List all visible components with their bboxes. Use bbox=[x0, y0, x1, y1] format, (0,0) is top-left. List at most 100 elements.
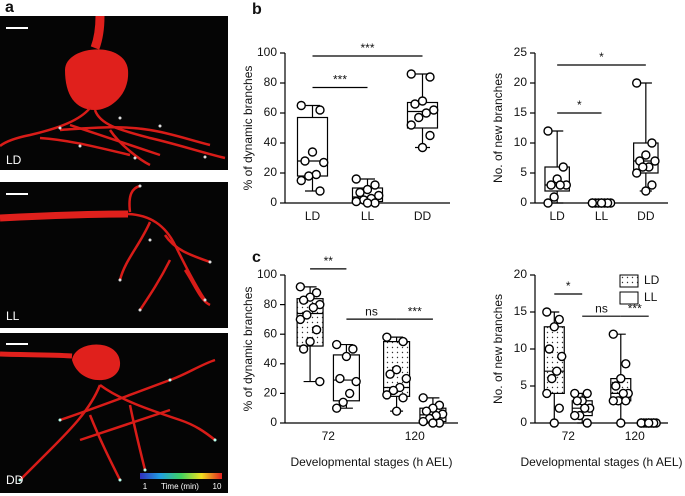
y-axis-label: No. of new branches bbox=[491, 73, 505, 183]
data-point bbox=[331, 339, 342, 350]
x-tick-label: LD bbox=[549, 209, 565, 223]
panel-label: c bbox=[252, 249, 261, 266]
data-point bbox=[549, 322, 559, 332]
y-tick-label: 15 bbox=[514, 304, 528, 318]
data-point bbox=[351, 376, 361, 387]
data-point bbox=[638, 162, 648, 172]
data-point bbox=[385, 369, 395, 379]
data-point bbox=[608, 396, 619, 406]
data-point bbox=[295, 314, 306, 325]
data-point bbox=[587, 198, 598, 208]
data-point bbox=[315, 105, 325, 115]
whisker bbox=[639, 82, 652, 143]
data-point bbox=[596, 198, 607, 208]
image-label: LL bbox=[6, 309, 20, 323]
data-point bbox=[296, 175, 306, 186]
y-tick-label: 100 bbox=[257, 267, 277, 281]
significance-label: * bbox=[577, 98, 582, 112]
data-point bbox=[621, 396, 631, 406]
data-point bbox=[650, 156, 660, 166]
data-point bbox=[302, 310, 312, 320]
data-point bbox=[311, 325, 322, 335]
significance-label: *** bbox=[628, 301, 642, 315]
data-point bbox=[429, 105, 439, 115]
data-point bbox=[406, 69, 416, 79]
y-tick-label: 15 bbox=[514, 105, 528, 119]
panel-label: a bbox=[5, 0, 14, 16]
data-point bbox=[425, 72, 435, 82]
y-tick-label: 5 bbox=[520, 378, 527, 392]
data-point bbox=[351, 196, 361, 207]
image-label: LD bbox=[6, 153, 22, 167]
micrograph: LD bbox=[0, 15, 228, 170]
data-point bbox=[382, 390, 392, 400]
data-point bbox=[338, 397, 348, 407]
colorbar bbox=[140, 473, 222, 479]
x-tick-label: 120 bbox=[405, 429, 425, 443]
data-point bbox=[304, 171, 314, 181]
colorbar-tick-label: 10 bbox=[213, 482, 222, 491]
y-tick-label: 0 bbox=[520, 415, 527, 429]
data-point bbox=[311, 288, 322, 298]
legend-label: LD bbox=[644, 273, 660, 287]
colorbar-tick-label: 1 bbox=[143, 482, 148, 491]
y-tick-label: 0 bbox=[270, 415, 277, 429]
y-tick-label: 60 bbox=[264, 326, 278, 340]
data-point bbox=[374, 190, 384, 201]
data-point bbox=[335, 373, 345, 384]
x-axis-label: Developmental stages (h AEL) bbox=[520, 455, 682, 469]
y-tick-label: 80 bbox=[264, 75, 278, 89]
data-point bbox=[391, 406, 402, 416]
whisker bbox=[615, 333, 626, 379]
data-point bbox=[554, 403, 564, 413]
box bbox=[296, 116, 329, 177]
data-point bbox=[341, 351, 352, 362]
data-point bbox=[555, 180, 565, 190]
data-point bbox=[552, 366, 562, 376]
y-tick-label: 10 bbox=[514, 135, 528, 149]
data-point bbox=[644, 418, 654, 428]
significance-label: * bbox=[566, 279, 571, 293]
data-point bbox=[641, 186, 651, 196]
data-point bbox=[582, 388, 592, 399]
data-point bbox=[300, 156, 310, 166]
data-point bbox=[582, 418, 592, 428]
data-point bbox=[391, 365, 402, 375]
data-point bbox=[406, 120, 416, 130]
data-point bbox=[647, 180, 657, 190]
y-tick-label: 10 bbox=[514, 341, 528, 355]
data-point bbox=[418, 393, 428, 403]
data-point bbox=[331, 403, 342, 413]
data-point bbox=[641, 150, 651, 160]
data-point bbox=[417, 96, 428, 106]
y-tick-label: 40 bbox=[264, 356, 278, 370]
data-point bbox=[296, 100, 306, 111]
data-point bbox=[315, 376, 325, 387]
y-tick-label: 40 bbox=[264, 135, 278, 149]
legend-swatch bbox=[619, 274, 639, 288]
data-point bbox=[543, 198, 553, 208]
significance-label: ** bbox=[324, 254, 334, 268]
y-axis-label: No. of new branches bbox=[491, 294, 505, 404]
data-point bbox=[382, 332, 392, 342]
data-point bbox=[425, 130, 435, 141]
data-point bbox=[307, 147, 318, 157]
micrograph: DD 1 Time (min) 10 bbox=[0, 333, 228, 493]
data-point bbox=[608, 329, 619, 339]
y-tick-label: 20 bbox=[514, 75, 528, 89]
data-point bbox=[305, 336, 315, 347]
data-point bbox=[388, 385, 399, 396]
data-point bbox=[558, 162, 568, 172]
y-tick-label: 20 bbox=[264, 386, 278, 400]
data-point bbox=[351, 174, 361, 184]
data-point bbox=[410, 99, 420, 109]
y-tick-label: 5 bbox=[520, 165, 527, 179]
data-point bbox=[611, 381, 621, 391]
significance-label: *** bbox=[408, 304, 422, 318]
y-tick-label: 0 bbox=[270, 195, 277, 209]
data-point bbox=[621, 359, 631, 369]
data-point bbox=[554, 314, 564, 325]
significance-label: ns bbox=[365, 304, 378, 318]
x-tick-label: DD bbox=[637, 209, 655, 223]
